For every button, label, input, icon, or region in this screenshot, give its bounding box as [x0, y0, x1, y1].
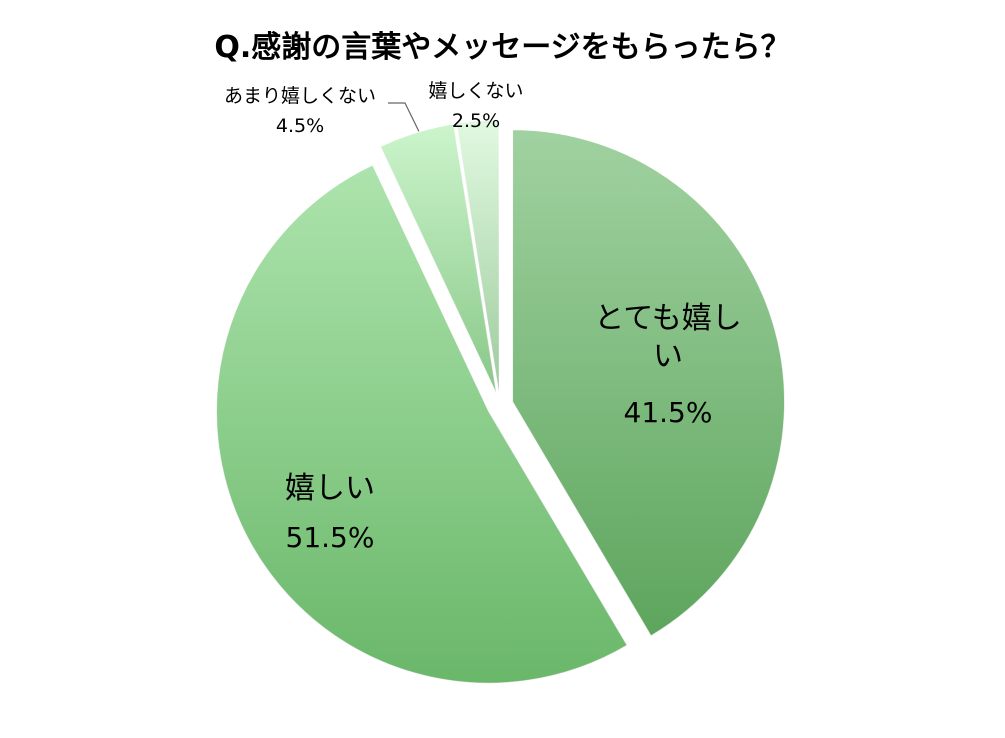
slice-label: 嬉しい: [285, 471, 375, 506]
value-label: 41.5%: [623, 396, 713, 429]
value-label: 51.5%: [285, 521, 375, 554]
slice-shade: [456, 120, 499, 393]
slice-shade: [380, 123, 497, 393]
slice-label: とても嬉しい: [594, 301, 742, 374]
slice-shade: [216, 164, 627, 684]
value-label: 4.5%: [275, 115, 325, 137]
slice-label: 嬉しくない: [428, 80, 524, 102]
value-label: 2.5%: [451, 110, 501, 132]
chart-title: Q.感謝の言葉やメッセージをもらったら？: [214, 30, 791, 65]
slice-label: あまり嬉しくない: [223, 85, 377, 107]
slice-shade: [512, 129, 785, 636]
